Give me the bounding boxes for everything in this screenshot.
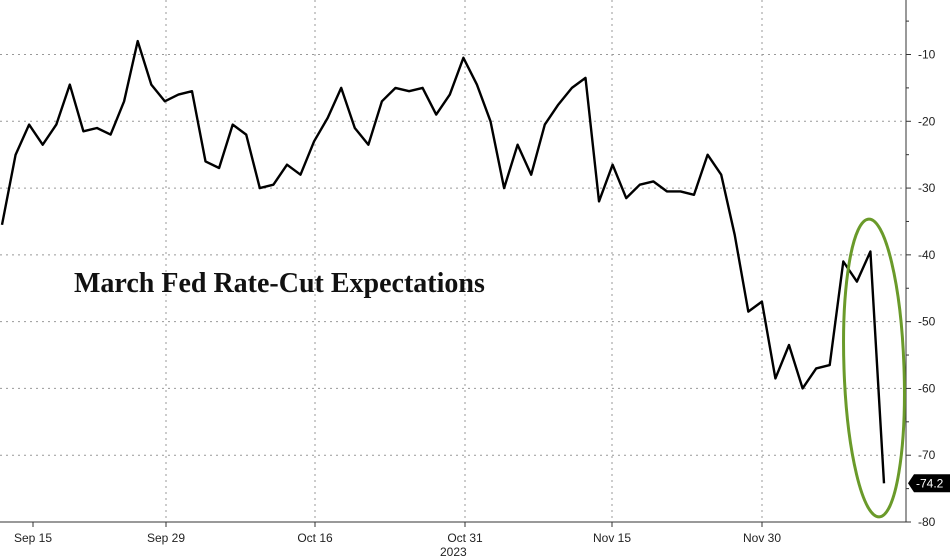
x-tick-label: Oct 16 xyxy=(297,531,333,545)
y-tick-label: -40 xyxy=(918,248,936,262)
x-tick-label: Sep 15 xyxy=(14,531,52,545)
y-tick-label: -30 xyxy=(918,181,936,195)
y-tick-label: -10 xyxy=(918,48,936,62)
y-tick-label: -80 xyxy=(918,515,936,529)
x-tick-label: Nov 15 xyxy=(593,531,631,545)
x-tick-label: Oct 31 xyxy=(447,531,483,545)
chart-title: March Fed Rate-Cut Expectations xyxy=(74,268,485,299)
x-tick-label: Nov 30 xyxy=(743,531,781,545)
series-line xyxy=(0,39,886,484)
last-value-marker: -74.2 xyxy=(908,474,950,493)
last-value-box xyxy=(908,474,950,493)
x-tick-label: Sep 29 xyxy=(147,531,185,545)
y-axis: -10 -20 -30 -40 -50 -60 -70 -80 xyxy=(0,0,936,529)
y-tick-label: -60 xyxy=(918,381,936,395)
x-axis: Sep 15 Sep 29 Oct 16 Oct 31 Nov 15 Nov 30 xyxy=(14,522,781,545)
y-tick-label: -50 xyxy=(918,315,936,329)
y-tick-label: -70 xyxy=(918,448,936,462)
x-year-label: 2023 xyxy=(440,545,467,559)
highlight-ellipse xyxy=(842,217,906,519)
y-tick-label: -20 xyxy=(918,114,936,128)
last-value-label: -74.2 xyxy=(916,476,944,490)
grid-lines xyxy=(0,0,906,523)
